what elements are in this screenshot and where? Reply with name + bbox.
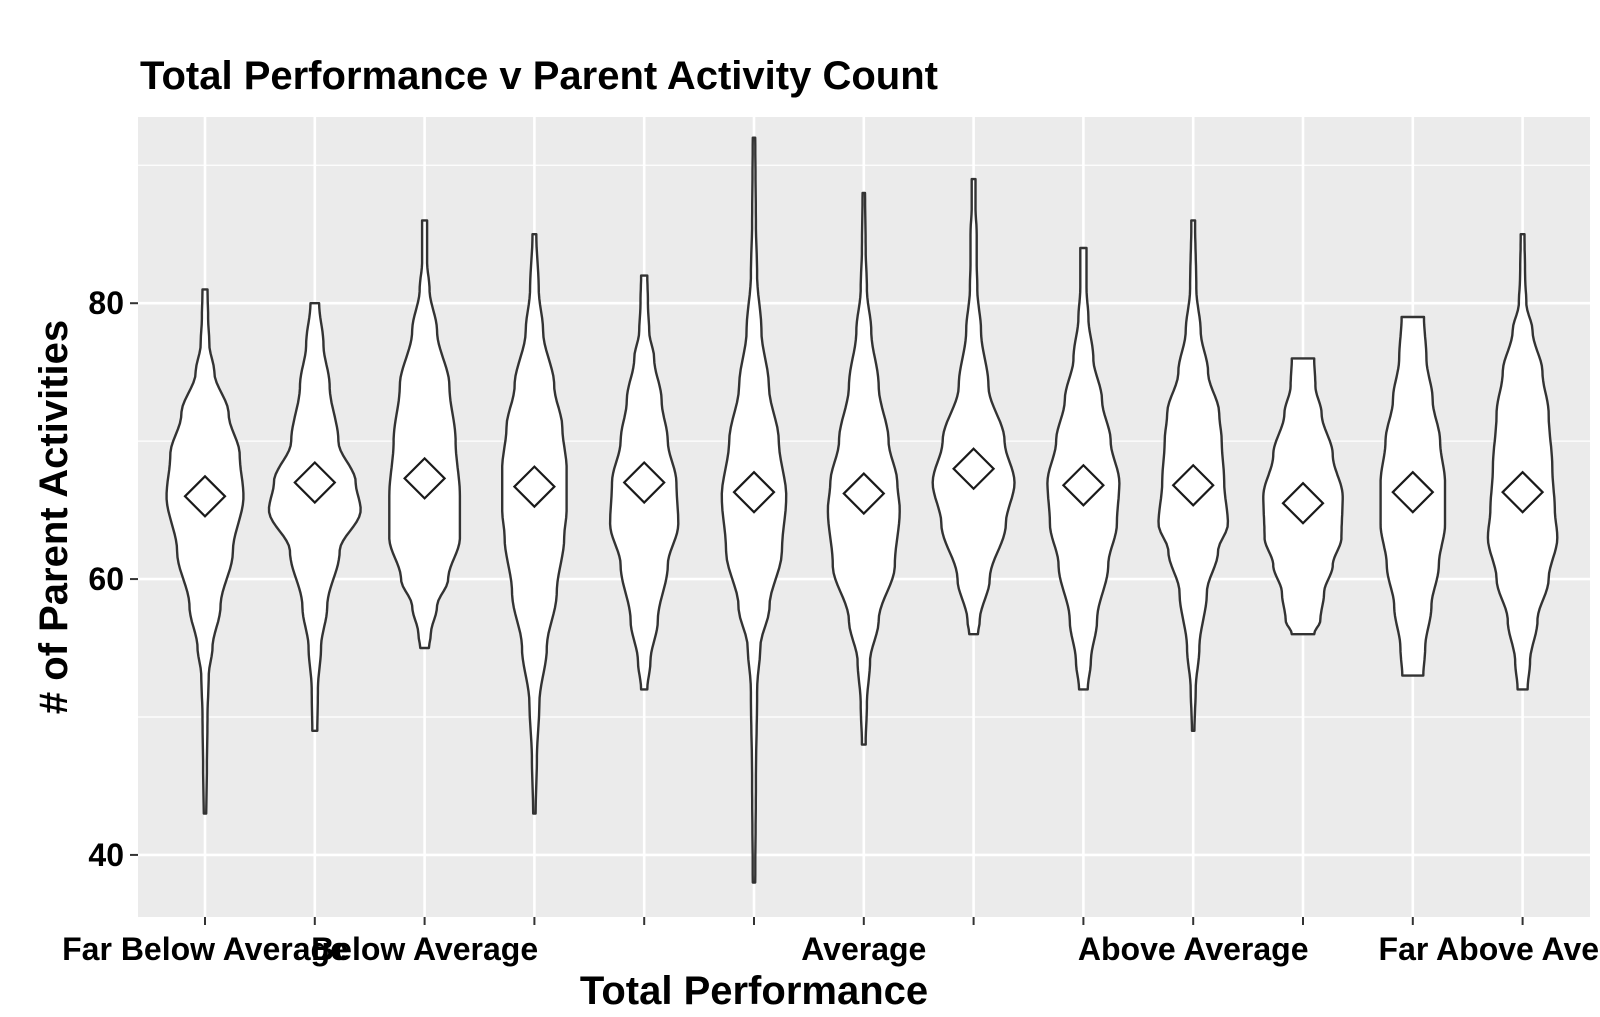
- mean-marker: [732, 470, 776, 514]
- x-tick-label: Below Average: [311, 931, 538, 967]
- mean-marker: [512, 465, 556, 509]
- y-tick-label: 40: [88, 837, 124, 873]
- mean-marker: [1171, 463, 1215, 507]
- violin-shape: [1486, 233, 1559, 691]
- x-tick-label: Above Average: [1078, 931, 1309, 967]
- x-tick-label: Far Below Average: [62, 931, 348, 967]
- violin-shape: [501, 233, 568, 815]
- violin-shape: [826, 191, 901, 746]
- y-tick-label: 80: [88, 285, 124, 321]
- mean-marker: [1281, 481, 1325, 525]
- y-axis-tick-labels: 40 60 80: [88, 285, 124, 873]
- chart-title: Total Performance v Parent Activity Coun…: [140, 54, 938, 98]
- violin-shape: [165, 288, 245, 815]
- mean-marker: [842, 471, 886, 516]
- x-tick-label: Far Above Average: [1379, 931, 1600, 967]
- violin-shape: [931, 177, 1016, 636]
- mean-marker: [622, 460, 666, 505]
- mean-marker: [1391, 470, 1435, 514]
- mean-marker: [952, 447, 996, 491]
- mean-marker: [403, 456, 447, 500]
- x-axis-title: Total Performance: [580, 969, 928, 1013]
- violins: [165, 136, 1559, 884]
- mean-marker: [183, 474, 227, 518]
- mean-marker: [293, 460, 337, 505]
- violin-shape: [267, 302, 362, 732]
- y-axis-ticks: [130, 302, 138, 856]
- x-tick-label: Average: [801, 931, 926, 967]
- violin-shape: [388, 219, 462, 650]
- x-axis-ticks: [204, 917, 1524, 925]
- y-axis-title: # of Parent Activities: [32, 320, 76, 714]
- mean-marker: [1501, 470, 1545, 514]
- y-tick-label: 60: [88, 561, 124, 597]
- mean-marker: [1061, 463, 1105, 507]
